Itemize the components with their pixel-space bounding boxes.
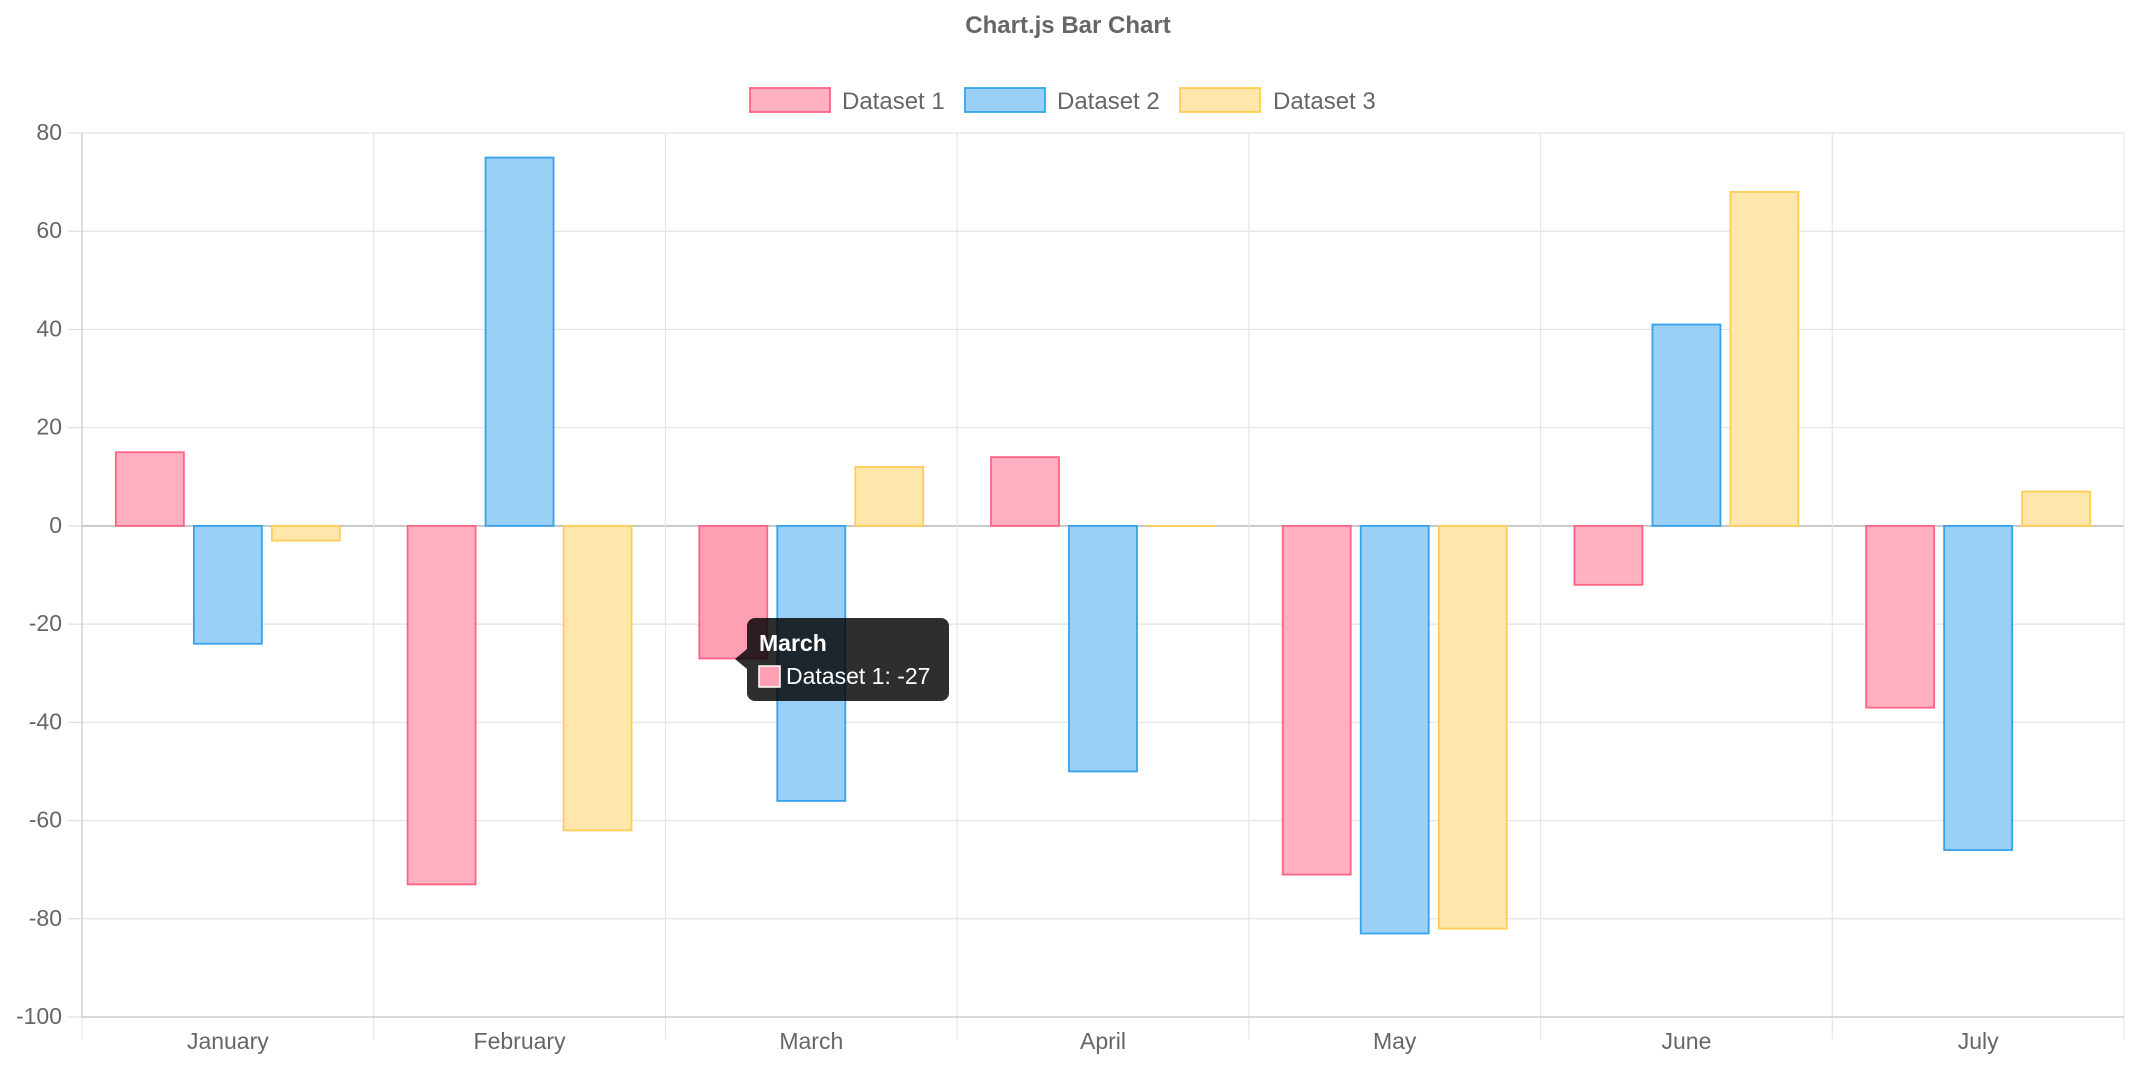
bar-dataset-2-january[interactable] bbox=[192, 524, 263, 645]
y-tick-label: -60 bbox=[29, 807, 62, 833]
bar-dataset-1-january[interactable] bbox=[114, 451, 185, 527]
y-tick-label: -100 bbox=[16, 1003, 62, 1029]
x-tick-label: March bbox=[779, 1028, 843, 1054]
tooltip-caret bbox=[735, 649, 747, 669]
tooltip-box bbox=[747, 618, 949, 701]
legend-swatch bbox=[749, 87, 831, 113]
bar-dataset-3-may[interactable] bbox=[1437, 524, 1508, 930]
x-tick-label: February bbox=[474, 1028, 567, 1054]
bar-dataset-1-june[interactable] bbox=[1573, 524, 1644, 586]
legend-item-dataset-3[interactable]: Dataset 3 bbox=[1179, 87, 1376, 115]
bar-dataset-3-june[interactable] bbox=[1729, 191, 1800, 527]
legend-swatch bbox=[964, 87, 1046, 113]
bar-dataset-2-may[interactable] bbox=[1359, 524, 1430, 935]
x-tick-label: May bbox=[1373, 1028, 1417, 1054]
bar-dataset-3-july[interactable] bbox=[2021, 490, 2092, 527]
legend-label: Dataset 1 bbox=[842, 88, 945, 115]
bar-dataset-2-april[interactable] bbox=[1068, 524, 1138, 773]
legend[interactable]: Dataset 1 Dataset 2 Dataset 3 bbox=[749, 87, 1376, 115]
tooltip: March Dataset 1: -27 bbox=[735, 618, 949, 701]
legend-item-dataset-1[interactable]: Dataset 1 bbox=[749, 87, 945, 115]
bar-dataset-1-february[interactable] bbox=[406, 524, 477, 886]
chart-title: Chart.js Bar Chart bbox=[965, 12, 1170, 39]
bar-dataset-2-june[interactable] bbox=[1651, 323, 1722, 527]
y-tick-label: 20 bbox=[36, 414, 62, 440]
y-tick-label: 40 bbox=[36, 315, 62, 341]
bar-dataset-3-january[interactable] bbox=[270, 524, 341, 542]
legend-label: Dataset 2 bbox=[1057, 88, 1160, 115]
x-tick-label: July bbox=[1958, 1028, 1999, 1054]
legend-item-dataset-2[interactable]: Dataset 2 bbox=[964, 87, 1160, 115]
axes-layer: 80 60 40 20 0 -20 -40 -60 -80 -100 January February… bbox=[16, 119, 2124, 1054]
x-tick-label: June bbox=[1661, 1028, 1711, 1054]
bar-dataset-1-may[interactable] bbox=[1281, 524, 1352, 876]
bar-dataset-2-february[interactable] bbox=[484, 156, 555, 527]
y-tick-label: 80 bbox=[36, 119, 62, 145]
y-tick-label: -20 bbox=[29, 610, 62, 636]
y-tick-label: -80 bbox=[29, 905, 62, 931]
bar-dataset-3-march[interactable] bbox=[854, 466, 925, 527]
bar-dataset-1-april[interactable] bbox=[990, 456, 1060, 527]
y-tick-label: 0 bbox=[49, 512, 62, 538]
tooltip-title: March bbox=[759, 630, 827, 656]
tooltip-label: Dataset 1: -27 bbox=[786, 663, 930, 689]
tooltip-swatch bbox=[758, 665, 781, 688]
legend-swatch bbox=[1179, 87, 1261, 113]
legend-label: Dataset 3 bbox=[1273, 88, 1376, 115]
y-tick-label: -40 bbox=[29, 708, 62, 734]
bar-dataset-3-february[interactable] bbox=[562, 524, 633, 832]
bar-dataset-2-july[interactable] bbox=[1943, 524, 2014, 851]
bars-layer bbox=[114, 156, 2092, 935]
x-tick-label: January bbox=[187, 1028, 269, 1054]
bar-dataset-1-july[interactable] bbox=[1865, 524, 1936, 709]
x-tick-label: April bbox=[1080, 1028, 1126, 1054]
y-tick-label: 60 bbox=[36, 217, 62, 243]
